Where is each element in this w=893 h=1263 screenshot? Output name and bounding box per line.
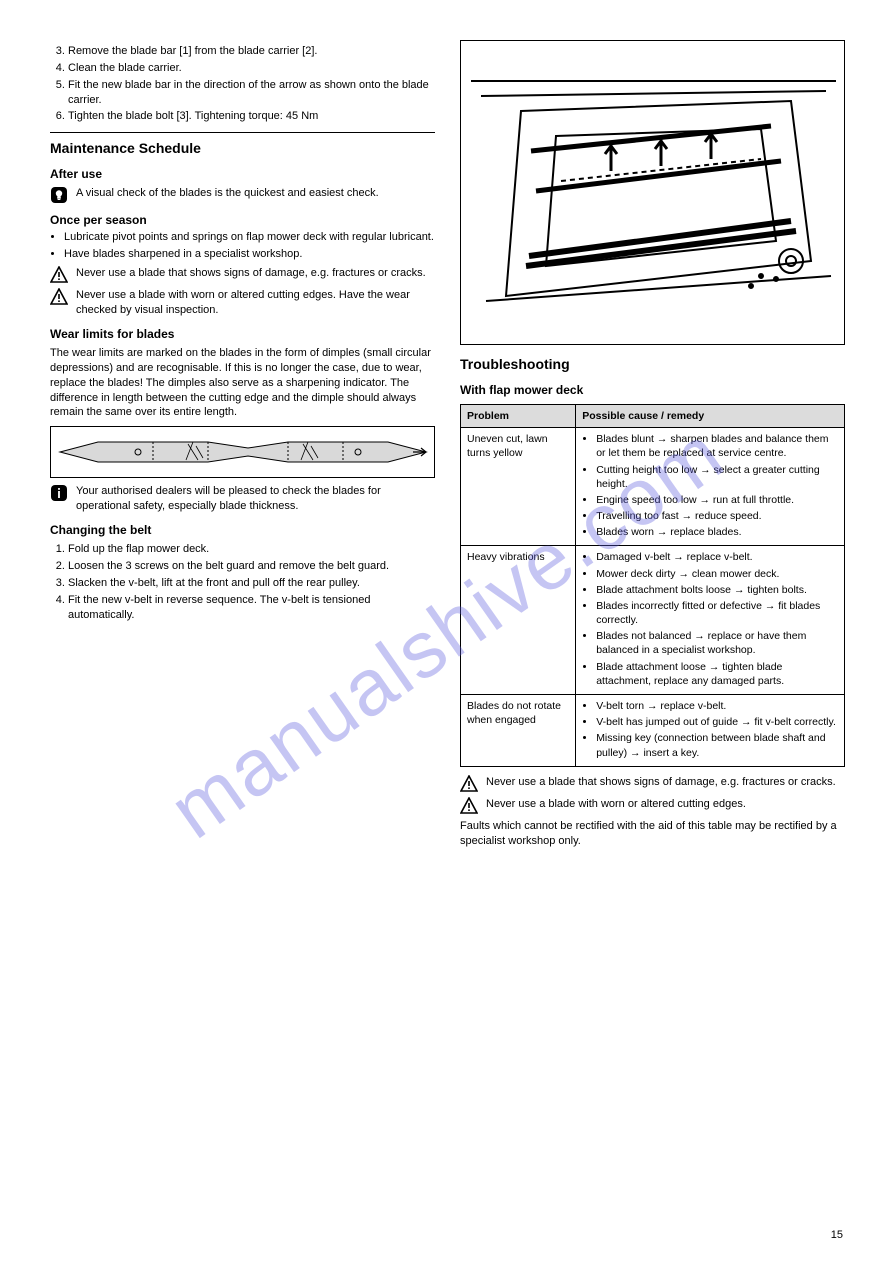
wear-limits-heading: Wear limits for blades [50,326,435,342]
changing-belt-heading: Changing the belt [50,522,435,538]
belt-step-3: Slacken the v-belt, lift at the front an… [68,576,435,591]
page: manualshive.com Remove the blade bar [1]… [0,0,893,1263]
remedy-item: Cutting height too low → select a greate… [596,463,838,491]
faults-note: Faults which cannot be rectified with th… [460,819,845,849]
belt-step-4: Fit the new v-belt in reverse sequence. … [68,593,435,623]
maintenance-schedule-heading: Maintenance Schedule [50,139,435,158]
cell-remedy: Blades blunt → sharpen blades and balanc… [576,428,845,546]
remedy-item: Blades not balanced → replace or have th… [596,629,838,657]
warn-bottom1-row: Never use a blade that shows signs of da… [460,775,845,793]
right-column: Troubleshooting With flap mower deck Pro… [460,40,845,852]
belt-step-1: Fold up the flap mower deck. [68,542,435,557]
table-row: Heavy vibrations Damaged v-belt → replac… [461,546,845,695]
remedy-item: Blade attachment loose → tighten blade a… [596,660,838,688]
remedy-item: Missing key (connection between blade sh… [596,731,838,759]
cell-problem: Heavy vibrations [461,546,576,695]
remedy-item: Blades blunt → sharpen blades and balanc… [596,432,838,460]
remedy-item: Travelling too fast → reduce speed. [596,509,838,523]
step-3: Remove the blade bar [1] from the blade … [68,44,435,59]
table-row: Blades do not rotate when engaged V-belt… [461,695,845,767]
cell-remedy: Damaged v-belt → replace v-belt. Mower d… [576,546,845,695]
remedy-item: Blades incorrectly fitted or defective →… [596,599,838,627]
step-6: Tighten the blade bolt [3]. Tightening t… [68,109,435,124]
remedy-item: Blades worn → replace blades. [596,525,838,539]
tip-row: A visual check of the blades is the quic… [50,186,435,204]
after-use-heading: After use [50,166,435,182]
cell-remedy: V-belt torn → replace v-belt. V-belt has… [576,695,845,767]
once-per-season-heading: Once per season [50,212,435,228]
troubleshooting-sub: With flap mower deck [460,382,845,398]
step-5: Fit the new blade bar in the direction o… [68,78,435,108]
tip-text: A visual check of the blades is the quic… [76,186,435,201]
wear-limits-body: The wear limits are marked on the blades… [50,346,435,420]
remedy-item: Damaged v-belt → replace v-belt. [596,550,838,564]
th-problem: Problem [461,405,576,428]
remedy-item: Mower deck dirty → clean mower deck. [596,567,838,581]
info-icon [50,484,68,502]
table-row: Uneven cut, lawn turns yellow Blades blu… [461,428,845,546]
cell-problem: Uneven cut, lawn turns yellow [461,428,576,546]
season-item-2: Have blades sharpened in a specialist wo… [64,247,435,262]
mower-deck-illustration [460,40,845,345]
divider [50,132,435,133]
belt-steps-list: Fold up the flap mower deck. Loosen the … [50,542,435,622]
warn-bottom2-row: Never use a blade with worn or altered c… [460,797,845,815]
belt-step-2: Loosen the 3 screws on the belt guard an… [68,559,435,574]
warn2-text: Never use a blade with worn or altered c… [76,288,435,318]
warning-icon [460,797,478,815]
warn1-text: Never use a blade that shows signs of da… [76,266,435,281]
lightbulb-icon [50,186,68,204]
remedy-item: V-belt torn → replace v-belt. [596,699,838,713]
info-text: Your authorised dealers will be pleased … [76,484,435,514]
troubleshooting-table: Problem Possible cause / remedy Uneven c… [460,404,845,767]
season-item-1: Lubricate pivot points and springs on fl… [64,230,435,245]
page-number: 15 [831,1228,843,1243]
info-row: Your authorised dealers will be pleased … [50,484,435,514]
warn-bottom2-text: Never use a blade with worn or altered c… [486,797,845,812]
remedy-item: Engine speed too low → run at full throt… [596,493,838,507]
step-4: Clean the blade carrier. [68,61,435,76]
warning-icon [50,288,68,306]
intro-steps-list: Remove the blade bar [1] from the blade … [50,44,435,124]
warn2-row: Never use a blade with worn or altered c… [50,288,435,318]
warn-bottom1-text: Never use a blade that shows signs of da… [486,775,845,790]
left-column: Remove the blade bar [1] from the blade … [50,40,435,626]
troubleshooting-heading: Troubleshooting [460,355,845,374]
blade-diagram [50,426,435,478]
warn1-row: Never use a blade that shows signs of da… [50,266,435,284]
warning-icon [460,775,478,793]
cell-problem: Blades do not rotate when engaged [461,695,576,767]
th-remedy: Possible cause / remedy [576,405,845,428]
remedy-item: V-belt has jumped out of guide → fit v-b… [596,715,838,729]
table-header-row: Problem Possible cause / remedy [461,405,845,428]
remedy-item: Blade attachment bolts loose → tighten b… [596,583,838,597]
season-list: Lubricate pivot points and springs on fl… [50,230,435,262]
warning-icon [50,266,68,284]
